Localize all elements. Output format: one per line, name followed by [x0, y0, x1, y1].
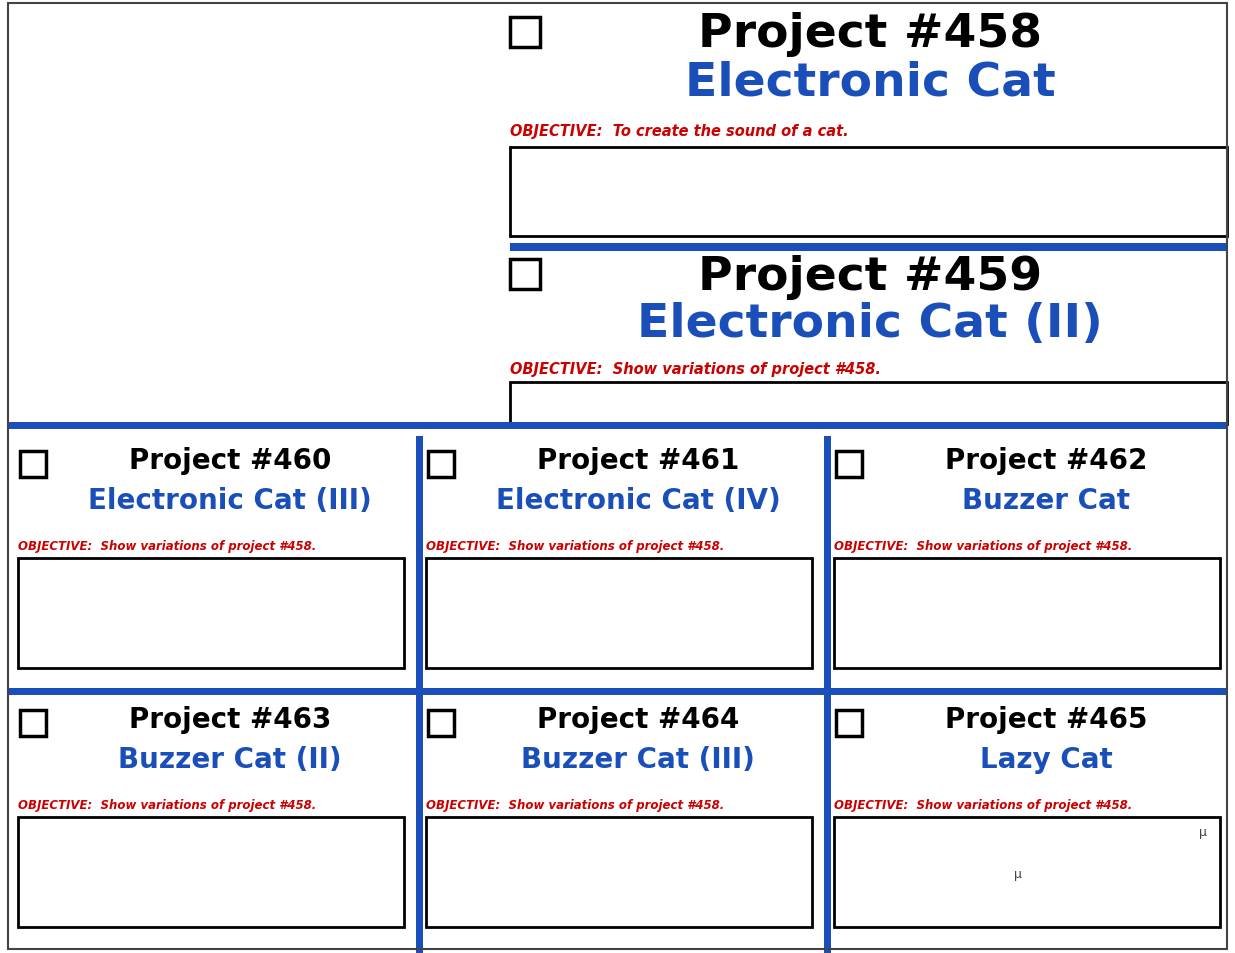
Text: OBJECTIVE:  Show variations of project #458.: OBJECTIVE: Show variations of project #4…: [426, 799, 724, 811]
Bar: [426, 817, 811, 927]
Text: OBJECTIVE:  Show variations of project #458.: OBJECTIVE: Show variations of project #4…: [19, 539, 316, 553]
Text: OBJECTIVE:  Show variations of project #458.: OBJECTIVE: Show variations of project #4…: [510, 361, 881, 376]
Bar: [510, 18, 540, 48]
Bar: [824, 436, 831, 953]
Text: OBJECTIVE:  Show variations of project #458.: OBJECTIVE: Show variations of project #4…: [834, 799, 1132, 811]
Text: Electronic Cat: Electronic Cat: [684, 60, 1056, 105]
Bar: [416, 436, 424, 953]
Text: OBJECTIVE:  Show variations of project #458.: OBJECTIVE: Show variations of project #4…: [426, 539, 724, 553]
Text: OBJECTIVE:  Show variations of project #458.: OBJECTIVE: Show variations of project #4…: [19, 799, 316, 811]
Text: Project #464: Project #464: [537, 705, 740, 733]
Text: Project #462: Project #462: [945, 447, 1147, 475]
Bar: [7, 422, 1228, 430]
Bar: [836, 710, 862, 737]
Text: Buzzer Cat (II): Buzzer Cat (II): [119, 745, 342, 773]
Text: Electronic Cat (II): Electronic Cat (II): [637, 302, 1103, 347]
Bar: [834, 558, 1220, 668]
Text: OBJECTIVE:  To create the sound of a cat.: OBJECTIVE: To create the sound of a cat.: [510, 124, 848, 139]
Text: Buzzer Cat (III): Buzzer Cat (III): [521, 745, 755, 773]
Bar: [429, 710, 454, 737]
Bar: [19, 558, 404, 668]
Bar: [510, 148, 1228, 236]
Text: Project #463: Project #463: [128, 705, 331, 733]
Bar: [510, 382, 1228, 424]
Bar: [834, 817, 1220, 927]
Text: μ: μ: [1014, 867, 1021, 880]
Text: Project #465: Project #465: [945, 705, 1147, 733]
Bar: [510, 260, 540, 290]
Text: Lazy Cat: Lazy Cat: [979, 745, 1113, 773]
Text: Electronic Cat (III): Electronic Cat (III): [88, 486, 372, 515]
Bar: [7, 688, 1228, 696]
Text: OBJECTIVE:  Show variations of project #458.: OBJECTIVE: Show variations of project #4…: [834, 539, 1132, 553]
Bar: [20, 710, 46, 737]
Text: Project #460: Project #460: [128, 447, 331, 475]
Text: Project #458: Project #458: [698, 12, 1042, 57]
Text: Buzzer Cat: Buzzer Cat: [962, 486, 1130, 515]
Text: Project #459: Project #459: [698, 254, 1042, 299]
Bar: [7, 2, 1228, 430]
Bar: [20, 452, 46, 477]
Bar: [836, 452, 862, 477]
Text: μ: μ: [1199, 825, 1207, 838]
Bar: [426, 558, 811, 668]
Bar: [19, 817, 404, 927]
Text: Project #461: Project #461: [537, 447, 739, 475]
Text: Electronic Cat (IV): Electronic Cat (IV): [495, 486, 781, 515]
Bar: [429, 452, 454, 477]
Bar: [510, 244, 1228, 252]
